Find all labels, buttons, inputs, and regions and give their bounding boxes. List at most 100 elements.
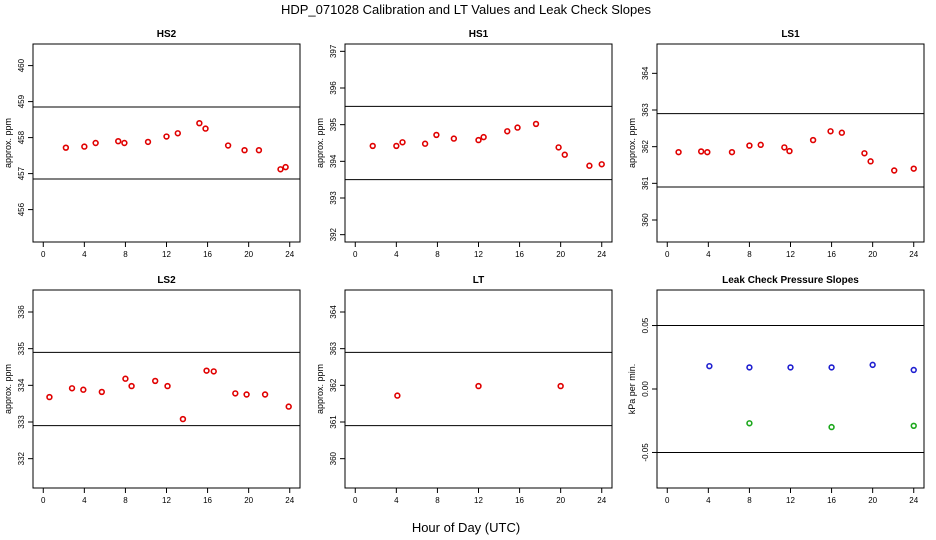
x-tick-label: 0 [353, 496, 358, 505]
y-tick-label: 397 [329, 44, 338, 58]
data-point [128, 382, 135, 390]
y-tick-label: 394 [329, 154, 338, 168]
y-tick-label: 456 [17, 202, 26, 216]
data-point [421, 140, 429, 147]
data-point [81, 143, 88, 150]
data-point [586, 162, 593, 169]
chart-panels: HS2 approx. ppm 0 4 8 12 16 20 24 456 457 458 459 460… [3, 29, 925, 505]
y-tick-label: 363 [329, 341, 338, 355]
y-tick-label: 460 [17, 58, 26, 72]
y-tick-label: 0.05 [641, 317, 650, 333]
data-point [98, 388, 106, 396]
x-tick-label: 12 [474, 250, 483, 259]
x-tick-label: 20 [244, 250, 253, 259]
data-point [827, 128, 834, 135]
data-point [433, 131, 440, 139]
y-tick-label: 364 [641, 66, 650, 80]
data-point [121, 139, 128, 147]
panel-title: LS1 [781, 29, 800, 40]
data-point [241, 147, 248, 154]
data-point [174, 130, 181, 137]
data-point [450, 135, 458, 142]
data-point [561, 151, 568, 158]
data-point [746, 420, 753, 427]
y-tick-label: 395 [329, 117, 338, 131]
plot-frame [32, 43, 301, 243]
data-point [115, 138, 122, 145]
y-tick-label: 396 [329, 81, 338, 95]
data-point [706, 362, 713, 370]
x-tick-label: 8 [123, 496, 128, 505]
y-tick-label: 334 [17, 378, 26, 392]
x-tick-label: 8 [747, 496, 752, 505]
x-axis-label: Hour of Day (UTC) [412, 520, 520, 535]
data-point [224, 142, 232, 149]
y-axis-label: approx. ppm [3, 364, 13, 414]
y-tick-label: 361 [641, 176, 650, 190]
y-tick-label: 457 [17, 166, 26, 180]
data-point [697, 148, 705, 155]
x-tick-label: 0 [41, 250, 46, 259]
data-point [532, 120, 540, 128]
x-tick-label: 4 [82, 496, 87, 505]
y-tick-label: 364 [329, 305, 338, 319]
data-point [232, 390, 239, 397]
x-tick-label: 0 [665, 250, 670, 259]
data-point [393, 142, 400, 150]
y-tick-label: 392 [329, 227, 338, 241]
x-tick-label: 4 [82, 250, 87, 259]
data-point [80, 386, 87, 393]
y-tick-label: 393 [329, 191, 338, 205]
x-tick-label: 20 [868, 496, 877, 505]
data-point [144, 138, 152, 146]
data-point [781, 144, 788, 151]
data-point [394, 392, 401, 399]
data-point [828, 364, 835, 371]
y-axis-label: kPa per min. [627, 364, 637, 415]
x-tick-label: 24 [909, 250, 918, 259]
data-point [369, 142, 376, 150]
data-point [746, 142, 753, 149]
data-point [202, 125, 209, 132]
y-tick-label: 336 [17, 305, 26, 319]
panel-2: LS1 approx. ppm 0 4 8 12 16 20 24 360 361 362 363 364 [627, 29, 925, 259]
data-point [164, 382, 171, 390]
x-tick-label: 4 [394, 496, 399, 505]
data-point [746, 364, 753, 371]
panel-4: LT approx. ppm 0 4 8 12 16 20 24 360 361 362 363 364 [315, 275, 613, 505]
x-tick-label: 20 [556, 250, 565, 259]
data-point [786, 147, 793, 155]
data-point [480, 133, 487, 141]
y-tick-label: 360 [641, 213, 650, 227]
data-point [152, 377, 159, 385]
data-point [46, 393, 53, 401]
x-tick-label: 4 [706, 250, 711, 259]
figure-title: HDP_071028 Calibration and LT Values and… [281, 2, 652, 17]
data-point [62, 144, 70, 151]
y-axis-label: approx. ppm [627, 118, 637, 168]
panel-title: HS1 [469, 29, 489, 40]
data-point [557, 382, 564, 390]
panel-1: HS1 approx. ppm 0 4 8 12 16 20 24 392 393 394 395 396… [315, 29, 613, 259]
x-tick-label: 12 [786, 496, 795, 505]
x-tick-label: 4 [706, 496, 711, 505]
x-tick-label: 8 [435, 496, 440, 505]
y-tick-label: 360 [329, 451, 338, 465]
data-point [261, 391, 269, 398]
x-tick-label: 24 [909, 496, 918, 505]
plot-frame [656, 289, 925, 489]
data-point [68, 385, 76, 392]
data-point [828, 423, 835, 431]
x-tick-label: 16 [827, 496, 836, 505]
data-point [910, 422, 917, 430]
data-point [869, 361, 876, 369]
x-tick-label: 12 [162, 496, 171, 505]
panel-0: HS2 approx. ppm 0 4 8 12 16 20 24 456 457 458 459 460 [3, 29, 301, 259]
data-point [555, 144, 562, 151]
x-tick-label: 24 [597, 496, 606, 505]
y-axis-label: approx. ppm [315, 118, 325, 168]
y-tick-label: 363 [641, 103, 650, 117]
x-tick-label: 8 [123, 250, 128, 259]
y-axis-label: approx. ppm [315, 364, 325, 414]
y-tick-label: 335 [17, 341, 26, 355]
